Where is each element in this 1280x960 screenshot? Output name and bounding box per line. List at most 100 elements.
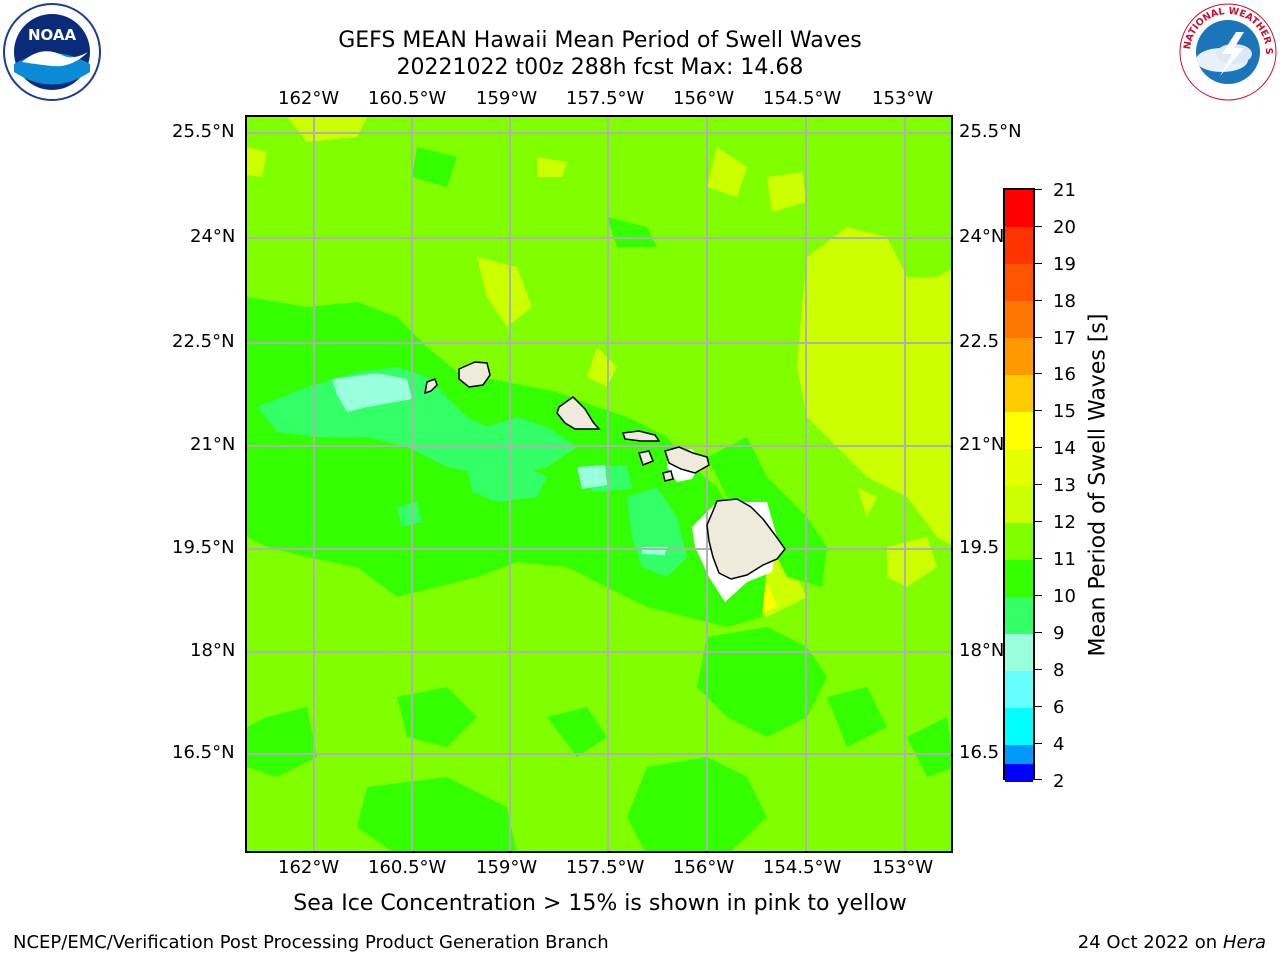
island-hawaii [706,498,786,580]
colorbar-segment [1005,634,1033,671]
footer-machine: Hera [1222,932,1266,953]
lat-label-right: 21°N [959,434,1005,455]
colorbar-tick [1035,743,1042,744]
colorbar-tick-label: 8 [1053,660,1065,681]
island-molokai [621,430,661,442]
colorbar-segment [1005,264,1033,301]
colorbar-segment [1005,338,1033,375]
nws-logo: NATIONAL WEATHER SERVICE [1174,0,1278,102]
colorbar-segment [1005,597,1033,634]
lat-label-left: 16.5°N [172,742,235,763]
lon-label-bottom: 159°W [476,857,538,878]
island-niihau [424,378,438,395]
colorbar-tick-label: 10 [1053,586,1076,607]
colorbar-tick [1035,632,1042,633]
chart-title: GEFS MEAN Hawaii Mean Period of Swell Wa… [338,28,862,53]
swell-period-map [245,115,953,853]
noaa-logo: NOAA [2,2,102,102]
lat-label-left: 22.5°N [172,331,235,352]
colorbar-segment [1005,190,1033,227]
colorbar-tick-label: 2 [1053,771,1065,792]
colorbar-tick [1035,300,1042,301]
colorbar-tick [1035,447,1042,448]
footer-date: 24 Oct 2022 on Hera [1078,932,1266,953]
field-9-10 [332,373,667,555]
island-oahu [556,396,601,430]
colorbar-tick [1035,263,1042,264]
lat-label-left: 19.5°N [172,537,235,558]
colorbar-tick [1035,669,1042,670]
lon-label-bottom: 162°W [278,857,340,878]
colorbar-tick [1035,373,1042,374]
lat-label-left: 21°N [190,434,236,455]
colorbar-tick-label: 12 [1053,512,1076,533]
colorbar-tick [1035,410,1042,411]
chart-subtitle: 20221022 t00z 288h fcst Max: 14.68 [396,55,804,80]
lon-label-top: 153°W [872,88,934,109]
colorbar-segment [1005,301,1033,338]
colorbar-tick [1035,521,1042,522]
colorbar-segment [1005,671,1033,708]
lat-label-right: 16.5 [959,742,1000,763]
lon-label-bottom: 160.5°W [368,857,447,878]
colorbar-tick-label: 11 [1053,549,1076,570]
svg-text:NOAA: NOAA [28,26,77,44]
field-13-14 [247,117,951,617]
hawaiian-islands [424,361,786,580]
colorbar-tick [1035,337,1042,338]
footer-date-text: 24 Oct 2022 on [1077,932,1223,953]
colorbar-tick-label: 9 [1053,623,1065,644]
colorbar-segment [1005,745,1033,764]
colorbar-tick [1035,226,1042,227]
lat-label-right: 18°N [959,640,1005,661]
colorbar-tick [1035,189,1042,190]
colorbar-tick [1035,706,1042,707]
lat-label-right: 19.5 [959,537,1000,558]
lat-label-left: 18°N [190,640,236,661]
colorbar-segment [1005,227,1033,264]
island-lanai [638,450,654,466]
colorbar-tick-label: 20 [1053,217,1076,238]
lon-label-top: 162°W [278,88,340,109]
lon-label-top: 157.5°W [566,88,645,109]
colorbar-tick [1035,779,1042,780]
island-kahoolawe [662,470,674,482]
map-canvas [247,117,951,851]
colorbar-tick [1035,558,1042,559]
colorbar-tick-label: 14 [1053,438,1076,459]
colorbar [1003,188,1035,782]
lon-label-top: 160.5°W [368,88,447,109]
colorbar-segment [1005,412,1033,449]
colorbar-tick-label: 6 [1053,697,1065,718]
lon-label-top: 154.5°W [763,88,842,109]
island-kauai [458,361,491,388]
sea-ice-note: Sea Ice Concentration > 15% is shown in … [293,891,907,916]
lon-label-bottom: 154.5°W [763,857,842,878]
colorbar-tick-label: 13 [1053,475,1076,496]
lat-label-left: 25.5°N [172,121,235,142]
lon-label-top: 156°W [673,88,735,109]
footer-credit: NCEP/EMC/Verification Post Processing Pr… [13,932,609,953]
lat-label-right: 24°N [959,226,1005,247]
colorbar-tick-label: 16 [1053,364,1076,385]
colorbar-segment [1005,486,1033,523]
colorbar-tick-label: 4 [1053,734,1065,755]
lon-label-top: 159°W [476,88,538,109]
lon-label-bottom: 157.5°W [566,857,645,878]
island-maui [664,446,710,474]
colorbar-tick-label: 15 [1053,401,1076,422]
colorbar-tick-label: 21 [1053,180,1076,201]
lat-label-right: 22.5 [959,331,1000,352]
colorbar-segment [1005,560,1033,597]
graticule [247,117,951,851]
colorbar-tick-label: 18 [1053,291,1076,312]
colorbar-segment [1005,764,1033,782]
colorbar-segment [1005,449,1033,486]
colorbar-tick [1035,484,1042,485]
colorbar-segment [1005,708,1033,745]
lat-label-left: 24°N [190,226,236,247]
colorbar-label: Mean Period of Swell Waves [s] [1085,313,1111,657]
lon-label-bottom: 156°W [673,857,735,878]
colorbar-tick [1035,595,1042,596]
lon-label-bottom: 153°W [872,857,934,878]
